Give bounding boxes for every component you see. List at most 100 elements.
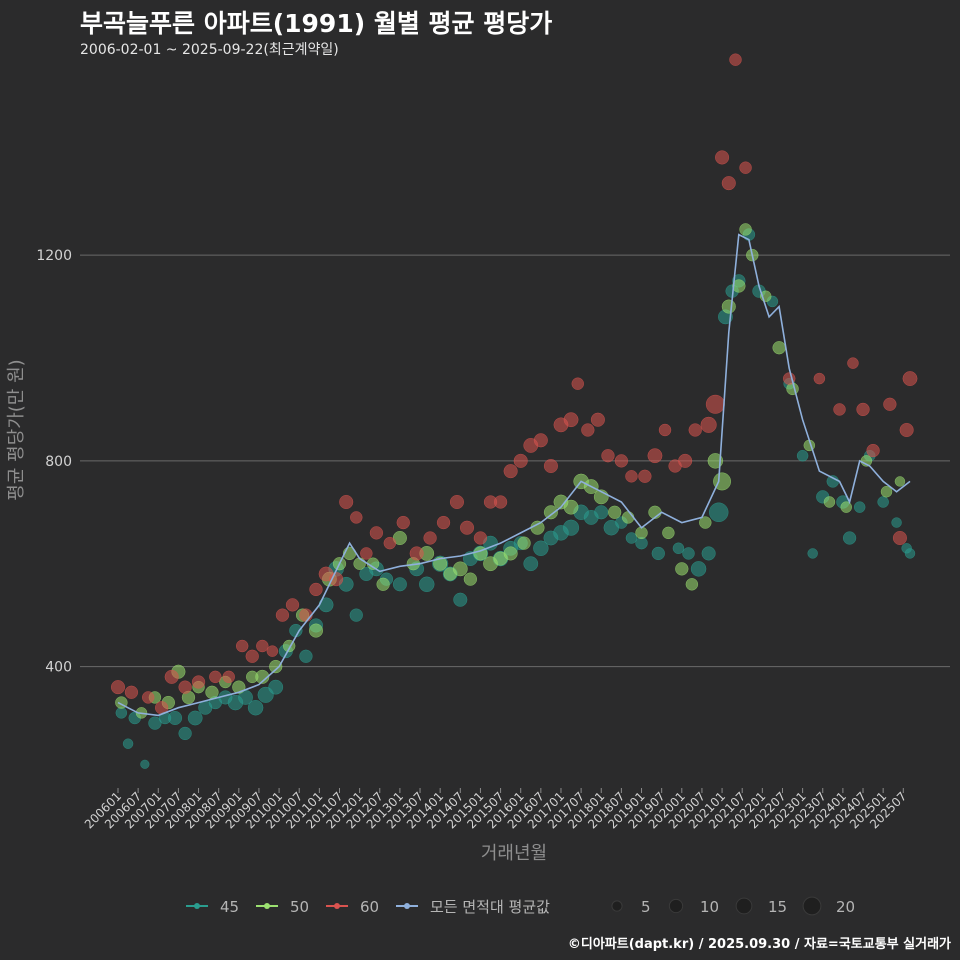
data-point-60 xyxy=(729,53,742,66)
legend-dot-60 xyxy=(334,903,340,909)
data-point-50 xyxy=(675,562,689,576)
data-point-45 xyxy=(708,502,729,523)
data-point-60 xyxy=(110,680,126,695)
data-point-60 xyxy=(141,691,155,704)
data-point-60 xyxy=(396,515,410,530)
data-point-60 xyxy=(409,546,424,561)
data-point-60 xyxy=(678,453,693,468)
data-point-60 xyxy=(473,531,488,545)
data-point-60 xyxy=(892,530,907,546)
data-point-45 xyxy=(651,546,665,561)
data-point-45 xyxy=(349,608,363,622)
data-point-60 xyxy=(543,458,558,474)
data-point-60 xyxy=(436,515,451,530)
data-point-50 xyxy=(840,501,852,513)
data-point-45 xyxy=(842,531,857,545)
y-tick-label: 800 xyxy=(45,454,72,470)
data-point-60 xyxy=(513,453,528,468)
data-point-60 xyxy=(813,372,826,385)
legend-label-60: 60 xyxy=(360,898,379,916)
data-point-60 xyxy=(715,150,730,165)
data-point-45 xyxy=(178,726,192,741)
data-point-45 xyxy=(562,519,580,536)
data-point-60 xyxy=(369,526,384,540)
data-point-45 xyxy=(299,649,313,663)
data-point-50 xyxy=(433,556,448,571)
data-point-60 xyxy=(459,520,475,535)
data-point-45 xyxy=(418,576,435,593)
data-point-60 xyxy=(581,423,595,437)
legend-label-avg: 모든 면적대 평균값 xyxy=(430,898,550,916)
legend-size-label: 15 xyxy=(768,898,787,916)
data-point-50 xyxy=(563,499,579,515)
data-point-60 xyxy=(191,675,206,689)
data-point-45 xyxy=(594,505,609,520)
data-point-60 xyxy=(178,680,192,694)
legend-size-label: 10 xyxy=(700,898,719,916)
data-point-50 xyxy=(662,526,675,540)
data-point-60 xyxy=(833,403,846,416)
data-point-50 xyxy=(376,577,390,591)
data-point-45 xyxy=(672,542,685,555)
data-point-60 xyxy=(124,685,139,699)
scatter-points xyxy=(110,53,918,769)
legend-size-circle xyxy=(802,896,822,916)
chart-title: 부곡늘푸른 아파트(1991) 월별 평균 평당가 xyxy=(80,9,553,38)
data-point-45 xyxy=(690,561,707,577)
chart-subtitle: 2006-02-01 ~ 2025-09-22(최근계약일) xyxy=(80,42,339,58)
data-point-60 xyxy=(883,397,897,411)
data-point-50 xyxy=(721,299,736,314)
data-point-60 xyxy=(493,495,508,509)
data-point-45 xyxy=(148,716,162,730)
source-credit: ©디아파트(dapt.kr) / 2025.09.30 / 자료=국토교통부 실… xyxy=(567,937,951,952)
data-point-60 xyxy=(700,416,717,433)
data-point-45 xyxy=(904,548,916,559)
legend-size-circle xyxy=(735,897,753,915)
y-axis-ticks: 400 800 1200 xyxy=(36,248,72,675)
data-point-45 xyxy=(682,547,695,560)
data-point-60 xyxy=(209,670,222,684)
data-point-50 xyxy=(452,561,468,577)
data-point-60 xyxy=(866,443,880,458)
data-point-45 xyxy=(247,699,264,716)
data-point-60 xyxy=(739,161,752,174)
data-point-60 xyxy=(614,454,629,468)
legend-size-label: 5 xyxy=(641,898,651,916)
data-point-60 xyxy=(638,469,652,483)
data-point-60 xyxy=(571,377,584,390)
data-point-60 xyxy=(383,536,397,550)
data-point-45 xyxy=(877,496,889,508)
data-point-50 xyxy=(894,476,906,487)
data-point-50 xyxy=(732,279,746,293)
data-point-50 xyxy=(699,516,712,529)
data-point-60 xyxy=(164,669,179,684)
data-point-60 xyxy=(266,645,279,657)
data-point-60 xyxy=(245,649,259,663)
data-point-60 xyxy=(275,608,290,622)
data-point-45 xyxy=(523,556,539,572)
data-point-60 xyxy=(285,598,300,612)
data-point-45 xyxy=(807,548,818,559)
x-axis-label: 거래년월 xyxy=(480,843,548,864)
data-point-45 xyxy=(268,679,284,695)
data-point-45 xyxy=(392,577,407,592)
data-point-60 xyxy=(705,394,725,414)
data-point-60 xyxy=(721,176,736,191)
legend-label-50: 50 xyxy=(290,898,309,916)
legend-dot-50 xyxy=(264,903,270,909)
data-point-45 xyxy=(891,517,902,528)
legend-size-label: 20 xyxy=(836,898,855,916)
y-tick-label: 400 xyxy=(45,660,72,676)
data-point-60 xyxy=(899,422,914,438)
data-point-60 xyxy=(360,547,373,560)
data-point-50 xyxy=(543,505,558,520)
data-point-45 xyxy=(168,710,183,726)
data-point-50 xyxy=(713,472,732,491)
data-point-60 xyxy=(856,402,870,417)
data-point-60 xyxy=(688,423,702,437)
data-point-60 xyxy=(339,494,354,510)
data-point-60 xyxy=(309,582,323,597)
data-point-45 xyxy=(625,532,638,544)
legend-label-45: 45 xyxy=(220,898,239,916)
